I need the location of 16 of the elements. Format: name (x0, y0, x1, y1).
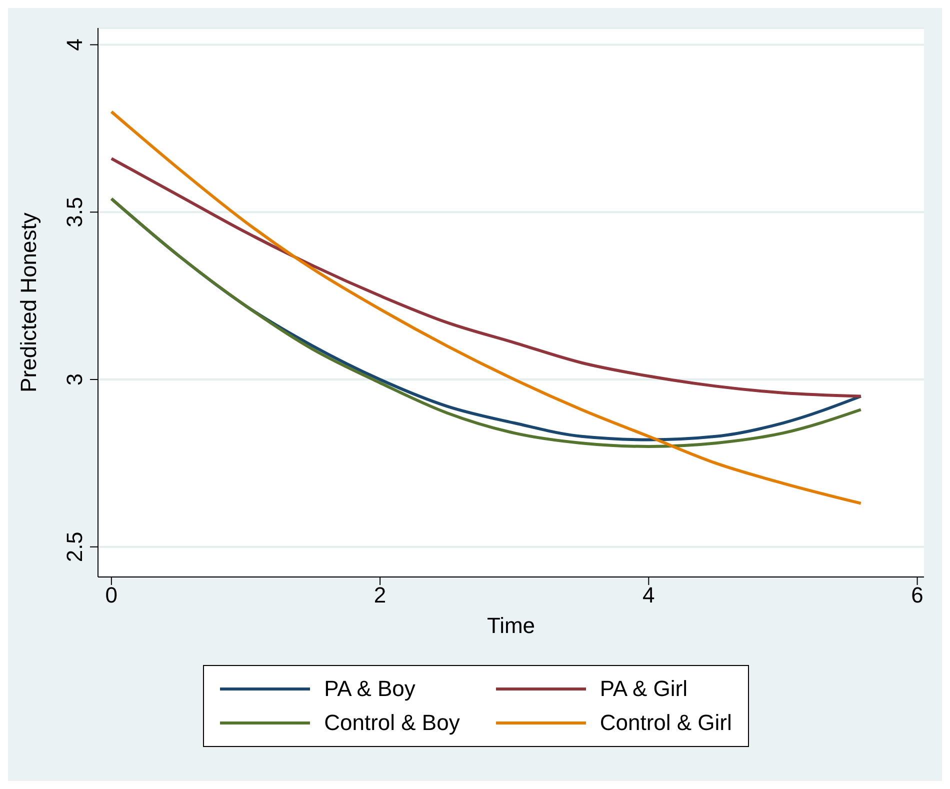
x-tick-label: 2 (374, 582, 386, 608)
line-series (110, 110, 862, 505)
legend-label: PA & Boy (324, 676, 416, 702)
legend-label: Control & Girl (600, 710, 732, 736)
x-tick-label: 6 (911, 582, 924, 608)
y-axis-title: Predicted Honesty (16, 212, 41, 392)
x-axis-title: Time (486, 613, 536, 638)
y-tick-label: 3 (62, 373, 87, 386)
y-tick-label: 2.5 (62, 532, 87, 562)
y-tick-label: 3.5 (62, 196, 87, 228)
x-tick-label: 0 (105, 582, 118, 608)
y-tick-label: 4 (62, 38, 87, 51)
legend-label: PA & Girl (600, 676, 688, 702)
line-series (110, 157, 862, 398)
legend-label: Control & Boy (324, 710, 460, 736)
x-tick-label: 4 (642, 582, 655, 608)
